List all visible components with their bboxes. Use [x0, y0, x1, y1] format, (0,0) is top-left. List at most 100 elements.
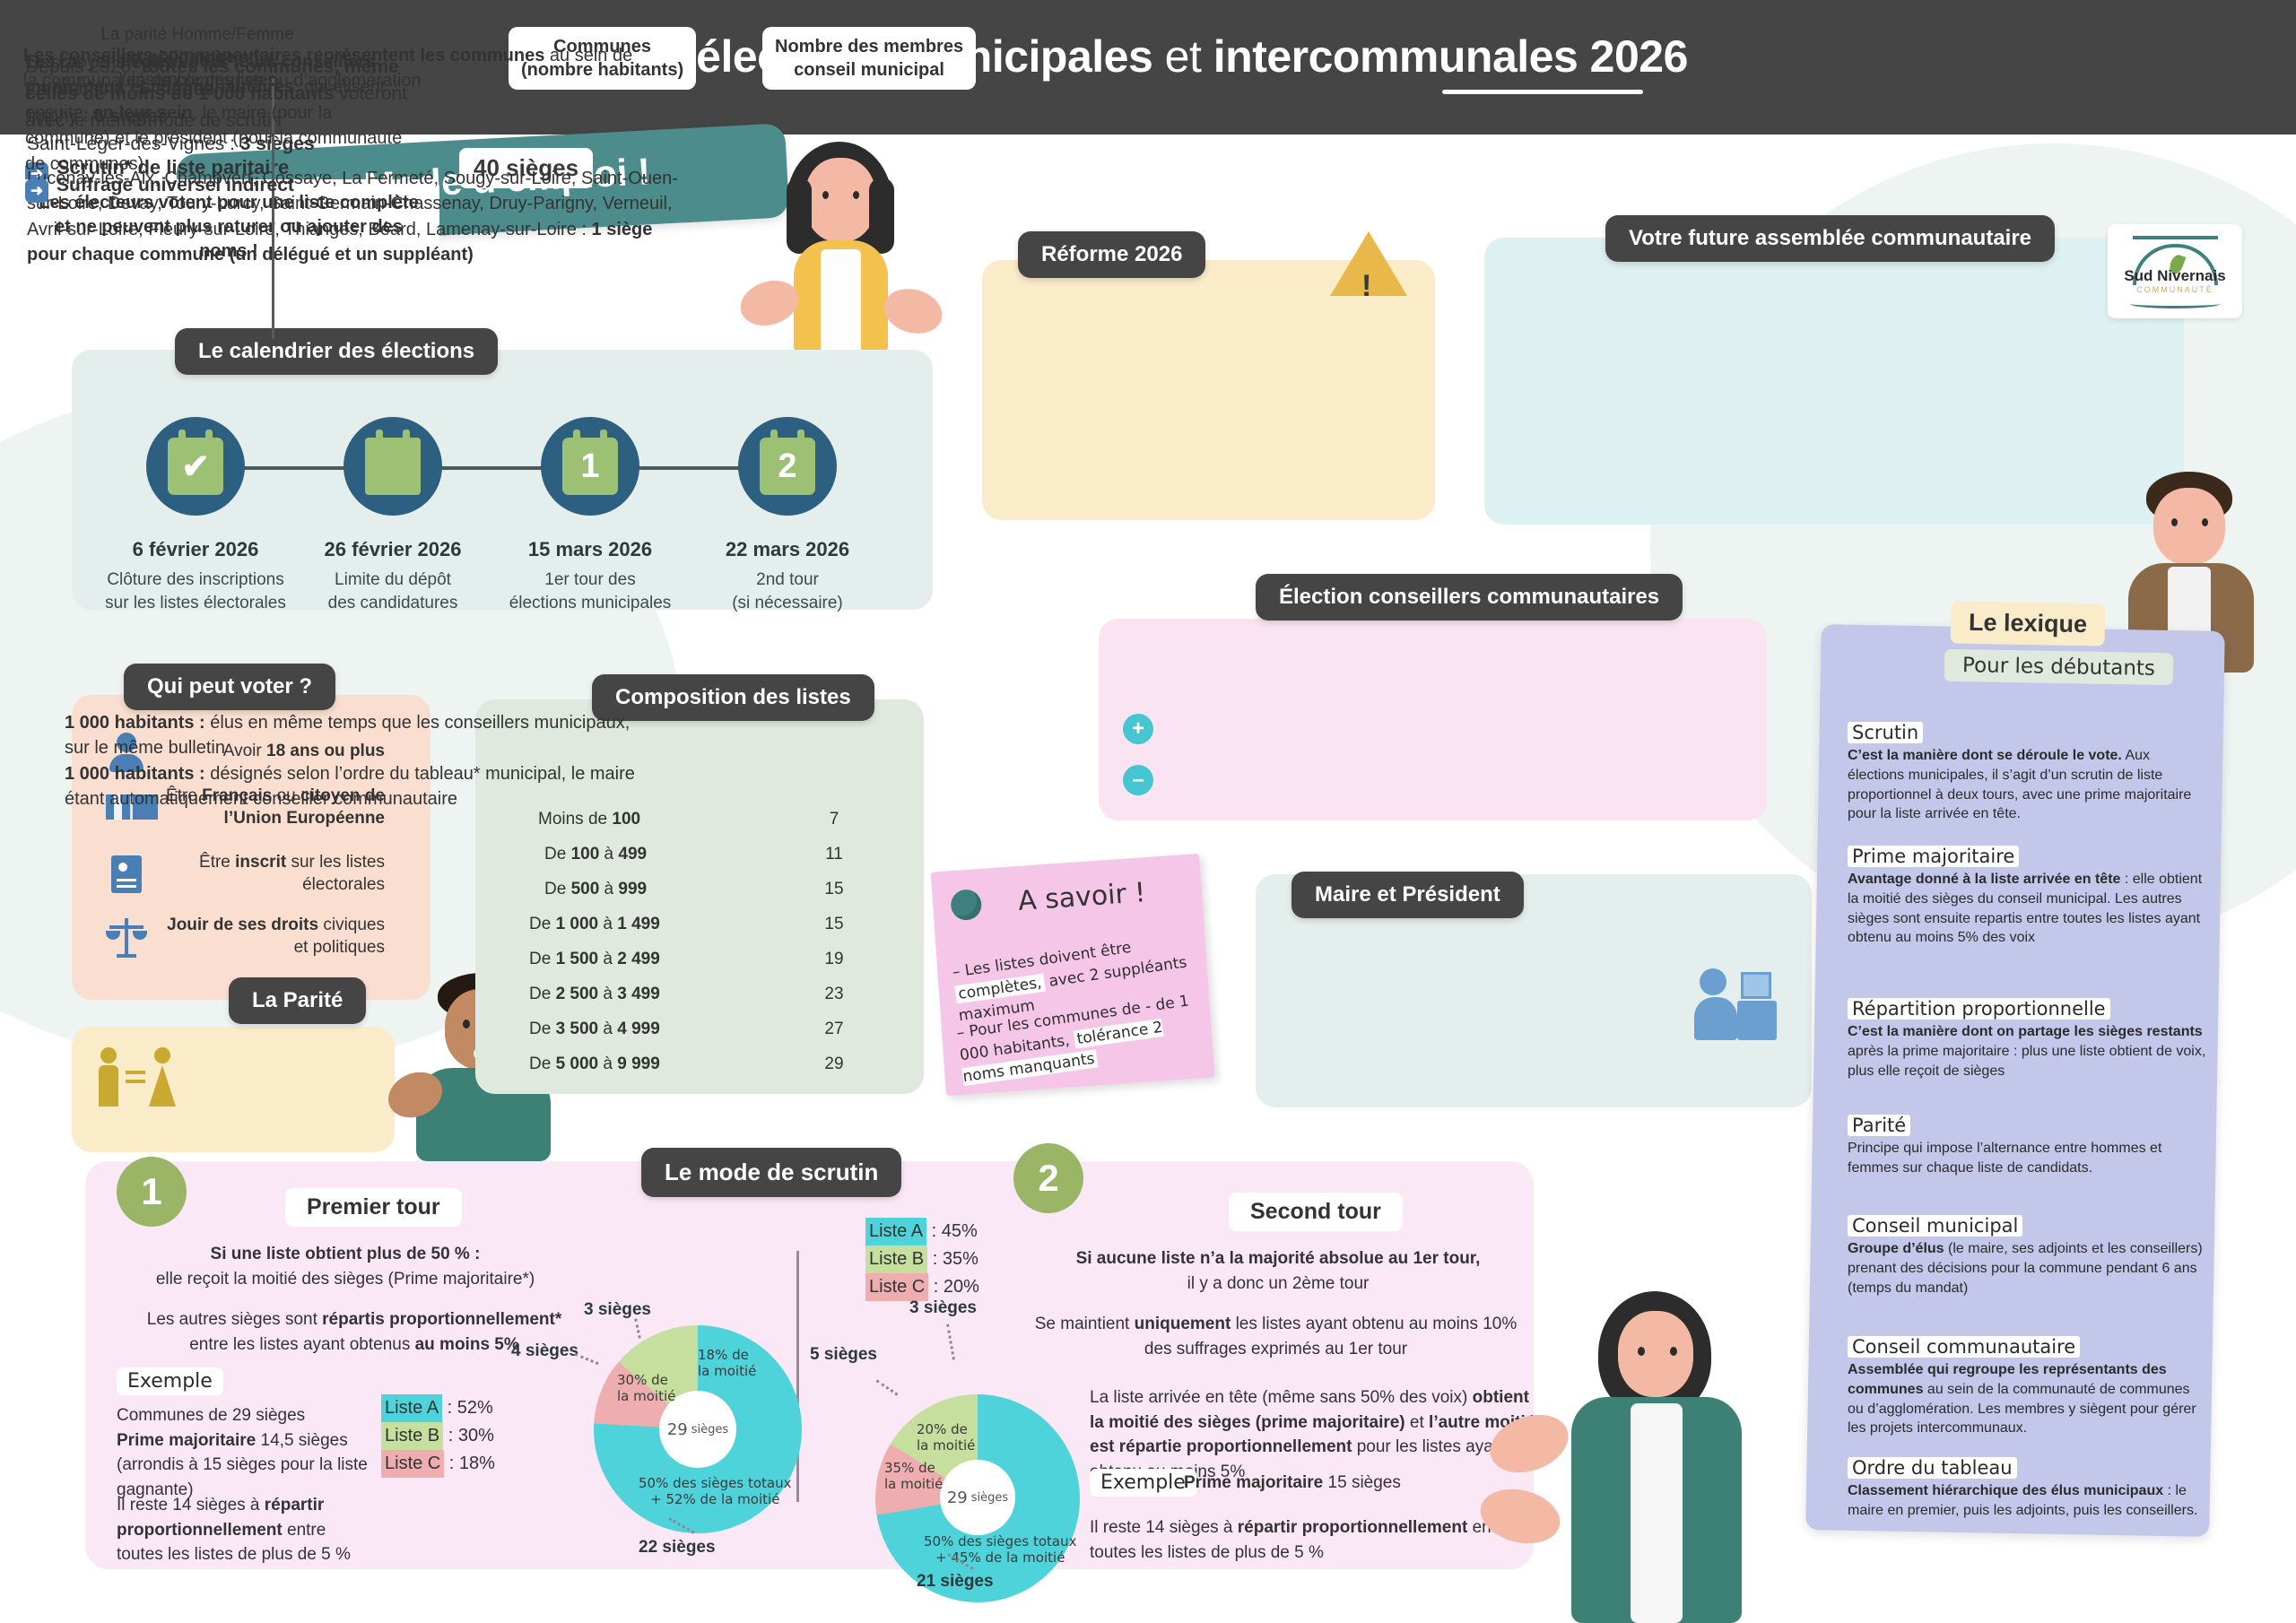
conseillers-tag: Élection conseillers communautaires: [1256, 574, 1683, 621]
row-label-mid: à: [598, 915, 618, 933]
calendar-connector: [220, 466, 821, 470]
premier-tour-example: Communes de 29 sièges Prime majoritaire …: [117, 1403, 377, 1502]
calendar-step-3-desc: 2nd tour (si nécessaire): [732, 570, 843, 612]
lexique-term: Conseil communautaire: [1848, 1336, 2081, 1358]
def-bold: C’est la manière dont on partage les siè…: [1848, 1024, 2203, 1039]
text-post: civiques et politiques: [293, 916, 385, 957]
conseillers-plus-text: 1 000 habitants : élus en même temps que…: [65, 710, 657, 760]
lexique-entry-6: Ordre du tableau Classement hiérarchique…: [1848, 1457, 2206, 1521]
row-label-bold: 100: [612, 810, 641, 829]
row-label-mid: à: [598, 950, 618, 968]
hair-side-left: [787, 178, 812, 254]
ex2-pre: Il reste 14 sièges à: [1090, 1518, 1238, 1537]
chart-1-callout-3sieges: 3 sièges: [584, 1300, 651, 1319]
def-bold: Avantage donné à la liste arrivée en têt…: [1848, 872, 2121, 887]
pin-icon: [950, 888, 983, 922]
page-header: [0, 0, 2296, 135]
row-label-bold: 5 000: [555, 1055, 599, 1073]
row-value: 7: [829, 810, 839, 829]
rule-rest: il y a donc un 2ème tour: [1187, 1273, 1370, 1293]
rule-bold: Si une liste obtient plus de 50 % :: [210, 1245, 481, 1263]
legend-value-c: : 18%: [444, 1454, 495, 1473]
eye-left: [463, 1020, 470, 1028]
chart-2-callout-3sieges: 3 sièges: [909, 1298, 977, 1317]
conseillers-intro: Les conseillers communautaires représent…: [23, 43, 651, 93]
row-label-bold: 3 500: [555, 1020, 599, 1038]
seat-commune: Imphy :: [27, 106, 94, 127]
chart-1-callout-4sieges: 4 sièges: [511, 1341, 578, 1360]
lexique-entry-3: Parité Principe qui impose l’alternance …: [1848, 1115, 2206, 1178]
ex2-rest: 14,5 sièges: [256, 1430, 348, 1450]
maire-post: , le maire (pour la commune) et le prési…: [25, 102, 403, 174]
composition-card: [475, 699, 924, 1094]
row-label-pre: De: [529, 1055, 556, 1073]
calendar-step-2-icon: 1: [541, 417, 639, 516]
composition-col2-header: Nombre des membres conseil municipal: [762, 27, 977, 90]
row-label-pre: De: [529, 915, 556, 933]
chart-1-center-value: 29: [666, 1419, 688, 1439]
postit-title: A savoir !: [1016, 877, 1147, 918]
maire-arrow-item: Suffrage universel indirect: [57, 175, 294, 195]
eye-left: [2171, 518, 2178, 526]
step-2-badge: 2: [1013, 1143, 1083, 1213]
plus-icon: +: [1123, 714, 1153, 744]
text-normal: La parité Homme/Femme est: [100, 25, 294, 67]
face-shape: [2153, 488, 2225, 565]
lexique-def: Classement hiérarchique des élus municip…: [1848, 1481, 2206, 1521]
reforme-line1-end: voteront avec le même mode de scrutin: [25, 82, 408, 131]
row-value: 27: [824, 1020, 844, 1038]
def-rest: : le maire en premier, puis les adjoints…: [1848, 1483, 2198, 1518]
seat-value: 9 sièges: [100, 52, 175, 73]
def-bold: C’est la manière dont se déroule le vote…: [1848, 748, 2122, 763]
lexique-term: Prime majoritaire: [1848, 846, 2020, 867]
logo-sub: COMMUNAUTÉ: [2136, 285, 2213, 294]
table-row: De 1 500 à 2 499: [529, 950, 660, 969]
legend-value-a: : 45%: [926, 1221, 978, 1241]
calendar-step-3-icon: 2: [738, 417, 837, 516]
parite-text: La parité Homme/Femme est obligatoire po…: [90, 23, 305, 92]
table-row: De 5 000 à 9 999: [529, 1055, 660, 1074]
seat-value: 3 sièges: [239, 133, 315, 154]
composition-col1-header: Communes (nombre habitants): [509, 27, 697, 90]
chart-1-slice-a-label: 50% des sièges totaux + 52% de la moitié: [639, 1475, 792, 1507]
parite-card: [72, 1027, 395, 1152]
premier-tour-remaining: Il reste 14 sièges à répartir proportion…: [117, 1493, 377, 1567]
row-label-pre: De: [529, 950, 556, 968]
communes-bold: 1 siège pour chaque commune (un délégué …: [27, 219, 653, 265]
row-label-pre: De: [544, 845, 571, 864]
assemblee-seat-row: Decize : 9 sièges: [27, 49, 315, 76]
table-row: Moins de 100: [538, 810, 640, 829]
lexique-term: Scrutin: [1848, 722, 1924, 743]
legend-swatch-a: Liste A: [381, 1394, 443, 1422]
reforme-tag: Réforme 2026: [1018, 231, 1206, 278]
voter-item-1: Être Français ou citoyen de l’Union Euro…: [106, 785, 385, 829]
voter-item-2-text: Être inscrit sur les listes électorales: [156, 852, 385, 896]
maire-body: Les citoyens votent pour leurs conseille…: [25, 49, 411, 177]
rule2-post: les listes ayant obtenu au moins 10% des…: [1144, 1315, 1518, 1358]
chart-2-slice-b-label: 35% de la moitié: [884, 1460, 944, 1492]
ex2-bold: Prime majoritaire: [117, 1430, 257, 1450]
calendar-step-0-date: 6 février 2026: [132, 538, 259, 560]
rule3-mid: et: [1405, 1412, 1430, 1432]
text-bold2: citoyen de l’Union Européenne: [223, 786, 385, 828]
reforme-highlight: Les électeurs votent pour une liste comp…: [18, 179, 439, 275]
plus-bold: 1 000 habitants :: [65, 713, 205, 733]
row-label-bold: 1 000: [555, 915, 599, 933]
calendar-step-1-icon: [344, 417, 442, 516]
shirt-shape: [1631, 1403, 1683, 1623]
chart-1-legend: Liste A : 52% Liste B : 30% Liste C : 18…: [381, 1394, 495, 1478]
row-label-bold: 2 500: [555, 985, 599, 1003]
seat-commune: Decize :: [27, 52, 100, 73]
row-label-pre: De: [529, 985, 556, 1003]
def-rest: : elle obtient la moitié des sièges du c…: [1848, 872, 2203, 946]
communes-list: Lucenay-lès-Aix, Champvert, Cossaye, La …: [27, 169, 678, 239]
legend-item: Liste A : 52%: [381, 1394, 495, 1422]
row-value: 23: [824, 985, 844, 1003]
chart-1-slice-c-label: 18% de la moitié: [698, 1347, 757, 1379]
row-label-mid: à: [598, 1055, 618, 1073]
row-label-pre: Moins de: [538, 810, 613, 829]
chart-2-callout-5sieges: 5 sièges: [810, 1345, 877, 1364]
minus-icon: –: [1123, 765, 1153, 795]
row-label-mid: à: [598, 985, 618, 1003]
premier-tour-exemple-tag: Exemple: [117, 1367, 223, 1395]
